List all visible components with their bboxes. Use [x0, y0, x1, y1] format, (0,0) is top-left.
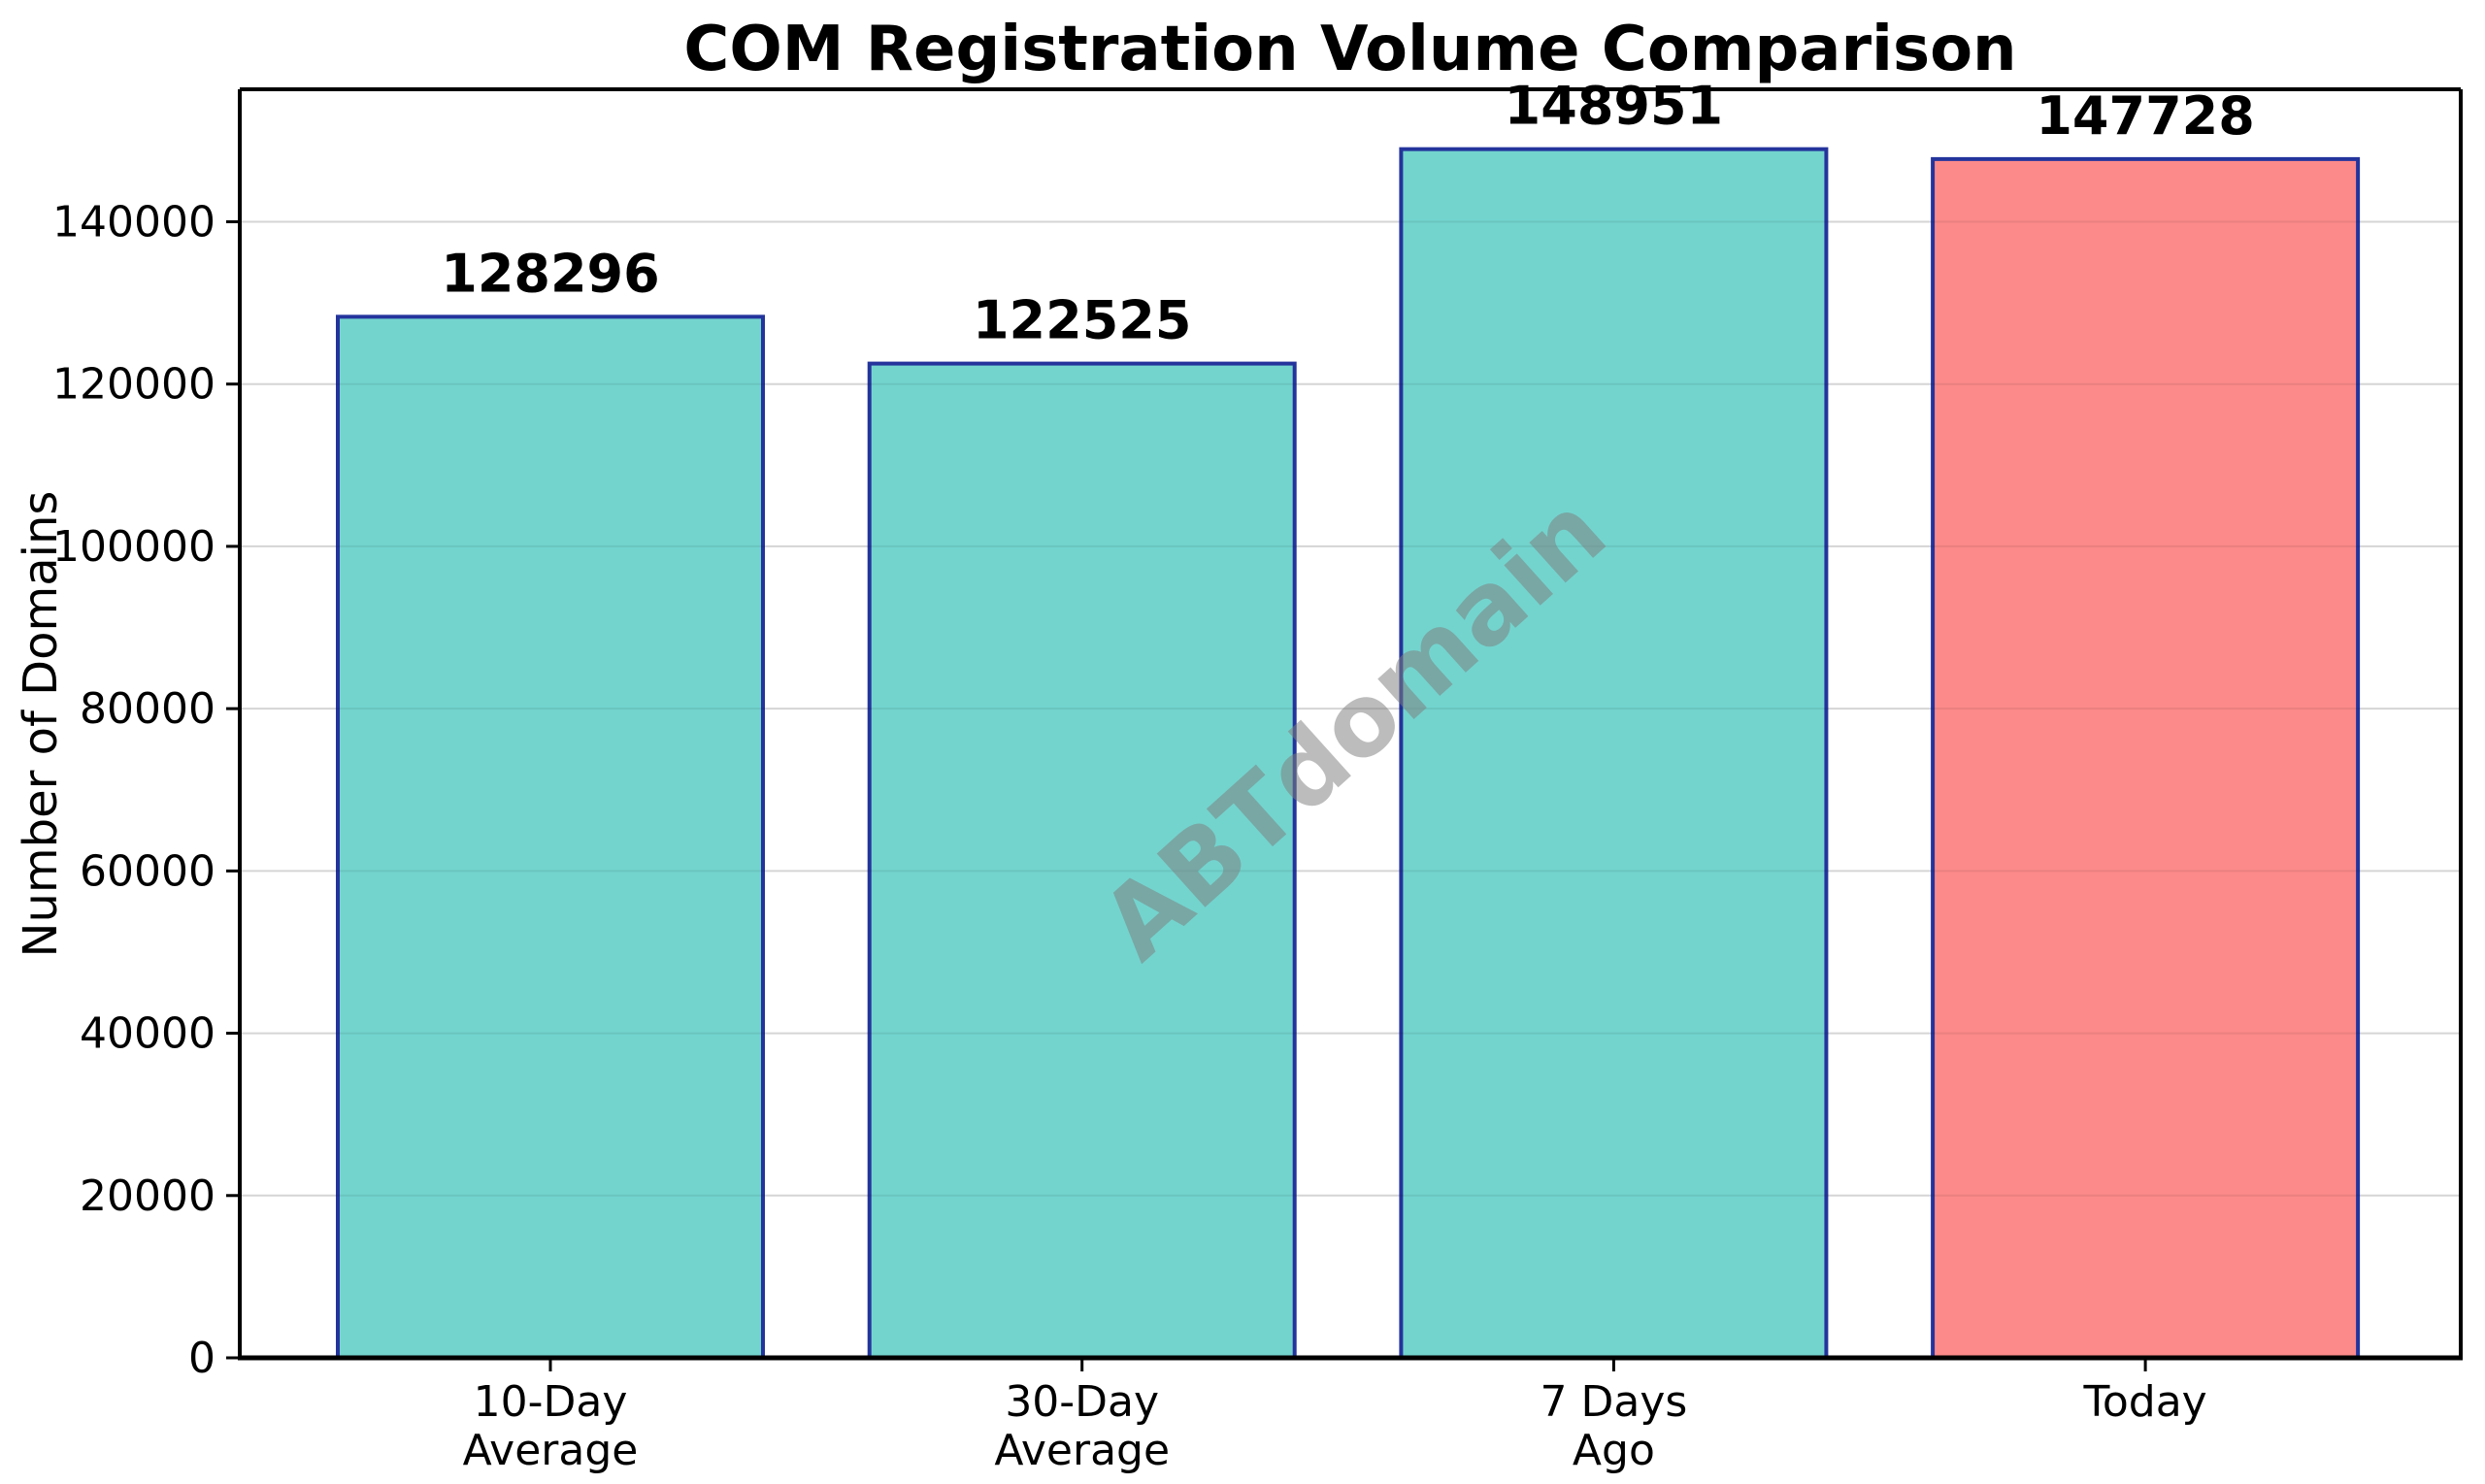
- y-tick-label: 120000: [52, 360, 215, 410]
- y-tick-label: 40000: [80, 1009, 215, 1059]
- x-tick-label: Average: [463, 1426, 639, 1475]
- x-tick-label: Ago: [1573, 1426, 1655, 1475]
- bar-value-label: 128296: [441, 243, 659, 304]
- bar-value-label: 148951: [1505, 76, 1723, 137]
- y-tick-label: 80000: [80, 684, 215, 734]
- bar-value-label: 122525: [973, 290, 1191, 351]
- bar-value-label: 147728: [2036, 85, 2254, 147]
- bars: [336, 147, 2361, 1361]
- y-tick-label: 0: [188, 1334, 215, 1383]
- y-tick-label: 20000: [80, 1171, 215, 1221]
- y-tick-label: 60000: [80, 846, 215, 896]
- y-tick-labels: 0 20000 40000 60000 80000 100000 120000 140000: [52, 198, 215, 1384]
- plot-frame: [238, 87, 2463, 1361]
- gridlines-overlay: [240, 220, 2461, 1197]
- y-tick-label: 140000: [52, 198, 215, 247]
- y-tick-label: 100000: [52, 522, 215, 572]
- x-tick-label: 7 Days: [1541, 1377, 1688, 1427]
- bar-today: [1931, 156, 2361, 1360]
- x-tick-label: 10-Day: [474, 1377, 628, 1427]
- bar-30-day-average: [867, 361, 1297, 1360]
- bar-7-days-ago: [1399, 147, 1829, 1361]
- chart-title: COM Registration Volume Comparison: [683, 14, 2017, 85]
- x-tick-label: Today: [2082, 1377, 2206, 1427]
- bar-10-day-average: [336, 314, 765, 1361]
- x-tick-label: 30-Day: [1005, 1377, 1159, 1427]
- bar-value-labels: 128296 122525 148951 147728: [441, 76, 2255, 351]
- x-tick-label: Average: [994, 1426, 1170, 1475]
